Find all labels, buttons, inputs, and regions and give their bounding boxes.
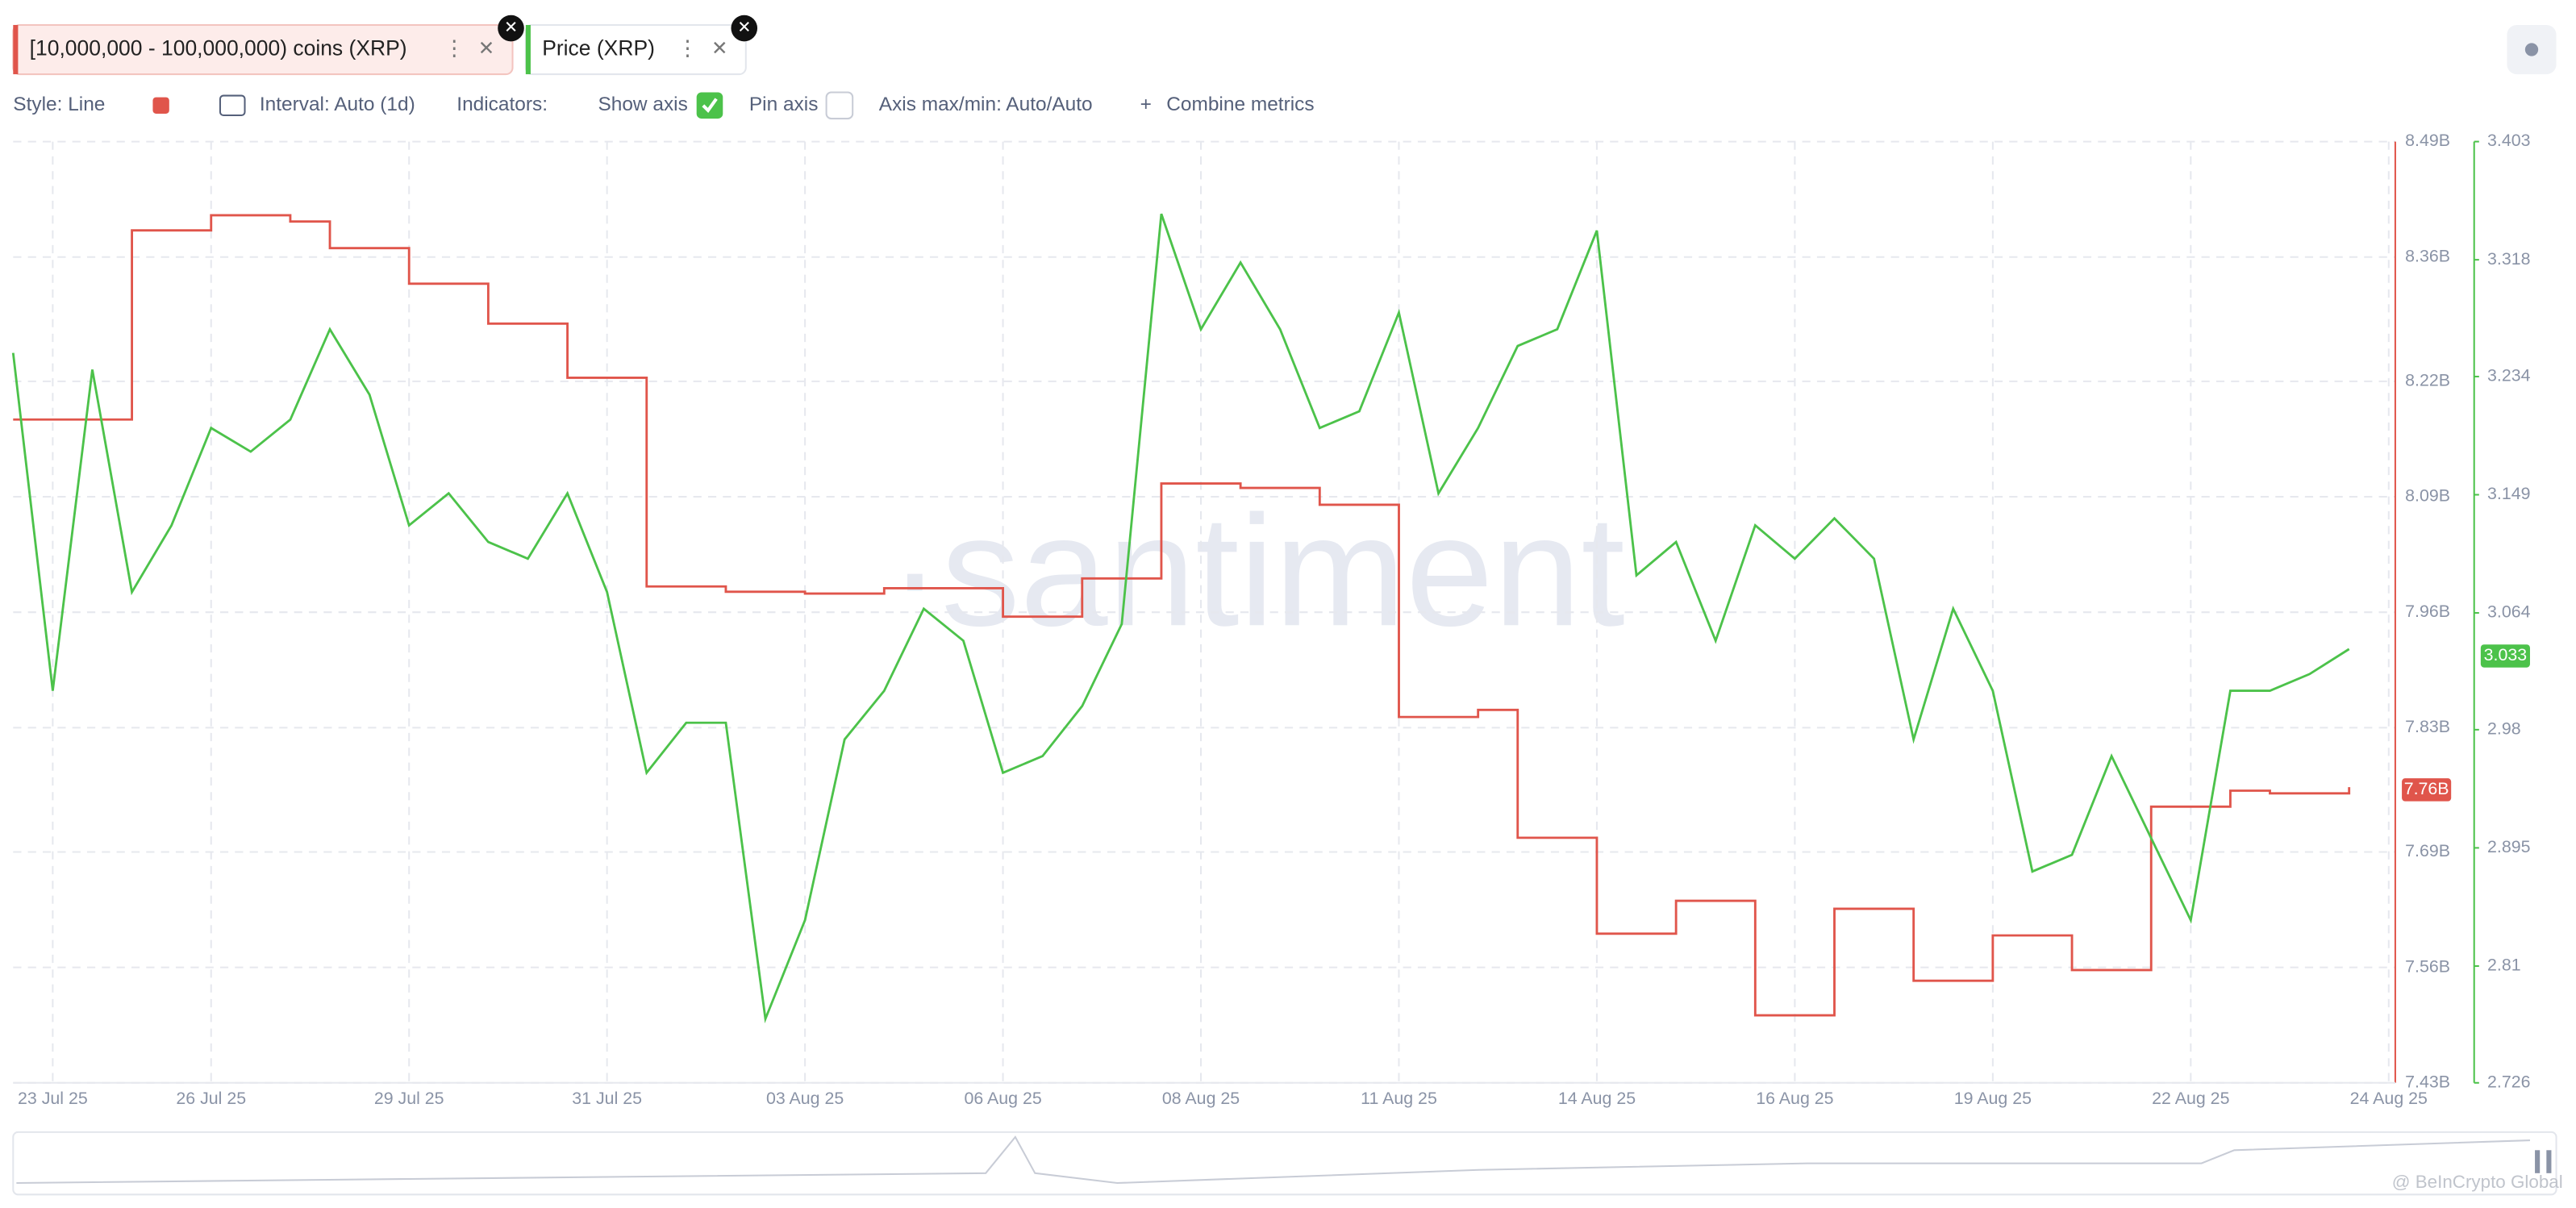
plus-icon: + <box>1140 94 1152 115</box>
x-tick-label: 23 Jul 25 <box>18 1089 88 1108</box>
toolbar-item[interactable]: Show axis <box>598 94 687 115</box>
toolbar-item[interactable]: Indicators: <box>456 94 548 115</box>
x-tick-label: 19 Aug 25 <box>1954 1089 2032 1108</box>
y2-tick-label: 3.234 <box>2487 366 2531 385</box>
watermark: ·santiment <box>889 483 1625 659</box>
tab-close[interactable]: ✕ <box>478 38 494 60</box>
interval-icon <box>219 94 246 117</box>
remove-icon: ✕ <box>737 19 751 36</box>
y-tick-label: 8.36B <box>2405 246 2450 265</box>
check-icon <box>702 98 718 114</box>
x-tick-label: 08 Aug 25 <box>1162 1089 1240 1108</box>
y2-tick-label: 3.149 <box>2487 484 2531 503</box>
y2-tick-label: 3.064 <box>2487 602 2531 622</box>
y-tick-label: 7.43B <box>2405 1072 2450 1091</box>
x-tick-label: 26 Jul 25 <box>176 1089 246 1108</box>
series-line <box>13 214 2351 1017</box>
toolbar-item[interactable]: Combine metrics <box>1166 94 1314 115</box>
y2-tick-label: 3.318 <box>2487 249 2531 269</box>
series-line <box>11 213 2350 1024</box>
tab-accent <box>525 24 531 75</box>
y-tick-label: 8.22B <box>2405 371 2450 390</box>
tab-accent <box>13 24 19 75</box>
tab-menu[interactable]: ⋮ <box>444 36 465 60</box>
y-tick-label: 7.56B <box>2405 956 2450 976</box>
toolbar-item[interactable]: Axis max/min: Auto/Auto <box>879 94 1093 115</box>
tab-menu[interactable]: ⋮ <box>677 36 698 60</box>
remove-icon: ✕ <box>504 19 518 36</box>
last-value-label: 7.76B <box>2404 779 2449 798</box>
x-tick-label: 11 Aug 25 <box>1361 1089 1437 1108</box>
y-tick-label: 7.83B <box>2405 717 2450 736</box>
x-tick-label: 31 Jul 25 <box>572 1089 642 1108</box>
x-tick-label: 29 Jul 25 <box>374 1089 444 1108</box>
settings-icon <box>2524 43 2539 56</box>
tab-label[interactable]: Price (XRP) <box>542 36 655 60</box>
credit: @ BeInCrypto Global <box>2392 1172 2563 1192</box>
navigator-line <box>16 1135 2530 1185</box>
toolbar-item[interactable]: Style: Line <box>13 94 105 115</box>
x-tick-label: 24 Aug 25 <box>2350 1089 2428 1108</box>
x-tick-label: 06 Aug 25 <box>964 1089 1041 1108</box>
remove-button[interactable] <box>498 15 524 42</box>
last-value-box <box>2402 778 2452 802</box>
x-tick-label: 03 Aug 25 <box>766 1089 844 1108</box>
remove-button[interactable] <box>731 15 758 42</box>
y2-tick-label: 2.81 <box>2487 956 2521 975</box>
last-value-box <box>2480 644 2530 668</box>
y-tick-label: 7.96B <box>2405 602 2450 621</box>
navigator-handle[interactable] <box>2535 1150 2541 1173</box>
y2-tick-label: 2.726 <box>2487 1072 2531 1091</box>
tab-label[interactable]: [10,000,000 - 100,000,000) coins (XRP) <box>30 36 407 60</box>
color-swatch <box>152 97 169 114</box>
y2-tick-label: 2.98 <box>2487 719 2521 739</box>
y2-tick-label: 3.403 <box>2487 131 2531 150</box>
tab[interactable] <box>12 23 514 76</box>
checkbox[interactable] <box>825 91 854 120</box>
navigator[interactable] <box>12 1131 2557 1196</box>
y-tick-label: 8.49B <box>2405 131 2450 150</box>
toolbar-item[interactable]: Interval: Auto (1d) <box>260 94 415 115</box>
x-tick-label: 16 Aug 25 <box>1756 1089 1833 1108</box>
last-value-label: 3.033 <box>2484 645 2528 664</box>
x-tick-label: 22 Aug 25 <box>2152 1089 2229 1108</box>
toolbar-item[interactable]: Pin axis <box>749 94 819 115</box>
tab-close[interactable]: ✕ <box>711 38 727 60</box>
navigator-handle[interactable] <box>2546 1150 2552 1173</box>
x-tick-label: 14 Aug 25 <box>1558 1089 1636 1108</box>
y-tick-label: 7.69B <box>2405 841 2450 860</box>
y-tick-label: 8.09B <box>2405 486 2450 506</box>
y2-tick-label: 2.895 <box>2487 837 2531 856</box>
